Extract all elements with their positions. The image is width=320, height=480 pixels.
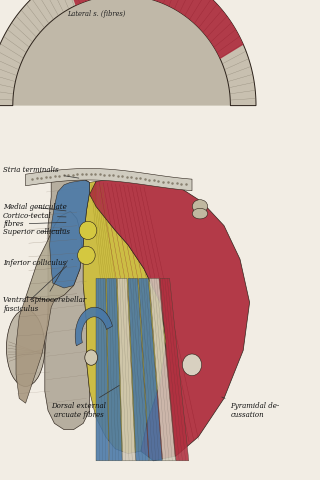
Ellipse shape	[192, 200, 208, 213]
Ellipse shape	[182, 354, 202, 375]
Text: Stria terminalis: Stria terminalis	[3, 167, 79, 178]
Text: fibres: fibres	[3, 220, 66, 228]
Polygon shape	[107, 278, 122, 461]
Polygon shape	[83, 181, 166, 454]
Ellipse shape	[79, 221, 97, 240]
Text: Pyramidal de-
cussation: Pyramidal de- cussation	[222, 397, 280, 419]
Polygon shape	[160, 278, 189, 461]
Polygon shape	[26, 168, 192, 191]
Polygon shape	[96, 278, 109, 461]
Ellipse shape	[78, 246, 95, 264]
Polygon shape	[128, 278, 149, 461]
Polygon shape	[16, 298, 54, 403]
Ellipse shape	[6, 310, 45, 386]
Polygon shape	[139, 278, 162, 461]
Ellipse shape	[192, 208, 208, 219]
Polygon shape	[75, 307, 112, 346]
Text: fasciculus: fasciculus	[3, 266, 67, 312]
Text: Ventral spinocerebellar: Ventral spinocerebellar	[3, 261, 86, 304]
Polygon shape	[13, 0, 230, 106]
Ellipse shape	[85, 350, 98, 365]
Polygon shape	[26, 211, 82, 300]
Text: Superior colliculus: Superior colliculus	[3, 228, 70, 236]
Polygon shape	[50, 180, 90, 288]
Polygon shape	[0, 0, 256, 106]
Text: Inferior colliculus: Inferior colliculus	[3, 259, 72, 267]
Text: Cortico-tectal: Cortico-tectal	[3, 212, 66, 220]
Text: Lateral s. (fibres): Lateral s. (fibres)	[67, 11, 125, 18]
Polygon shape	[45, 177, 90, 430]
Text: Medial geniculate: Medial geniculate	[3, 204, 67, 211]
Polygon shape	[90, 178, 250, 461]
Text: Dorsal external
arcuate fibres: Dorsal external arcuate fibres	[51, 385, 119, 419]
Polygon shape	[149, 278, 175, 461]
Polygon shape	[117, 278, 135, 461]
Polygon shape	[65, 0, 244, 59]
